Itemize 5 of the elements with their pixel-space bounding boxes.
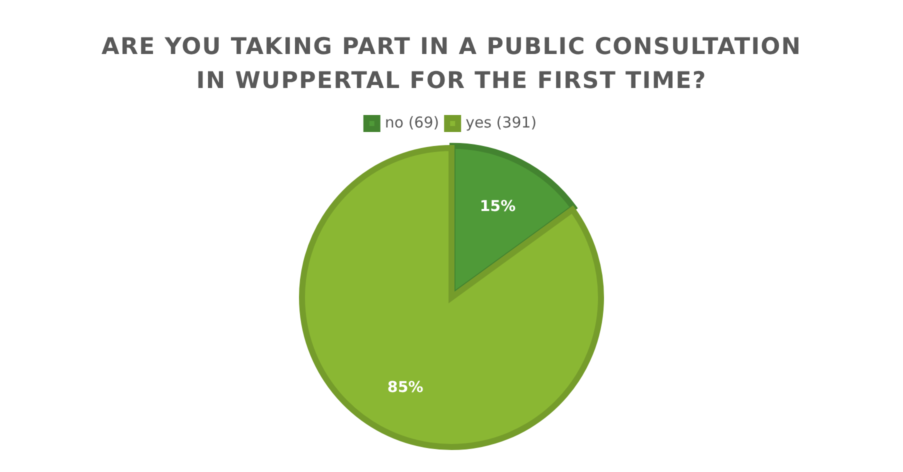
chart-title: ARE YOU TAKING PART IN A PUBLIC CONSULTATION IN WUPPERTAL FOR THE FIRST TIME? [100, 33, 802, 96]
legend-label: no (69) [384, 113, 440, 132]
data-label: 85% [387, 378, 424, 396]
data-label: 15% [480, 196, 516, 215]
legend-label: yes (391) [466, 113, 537, 132]
